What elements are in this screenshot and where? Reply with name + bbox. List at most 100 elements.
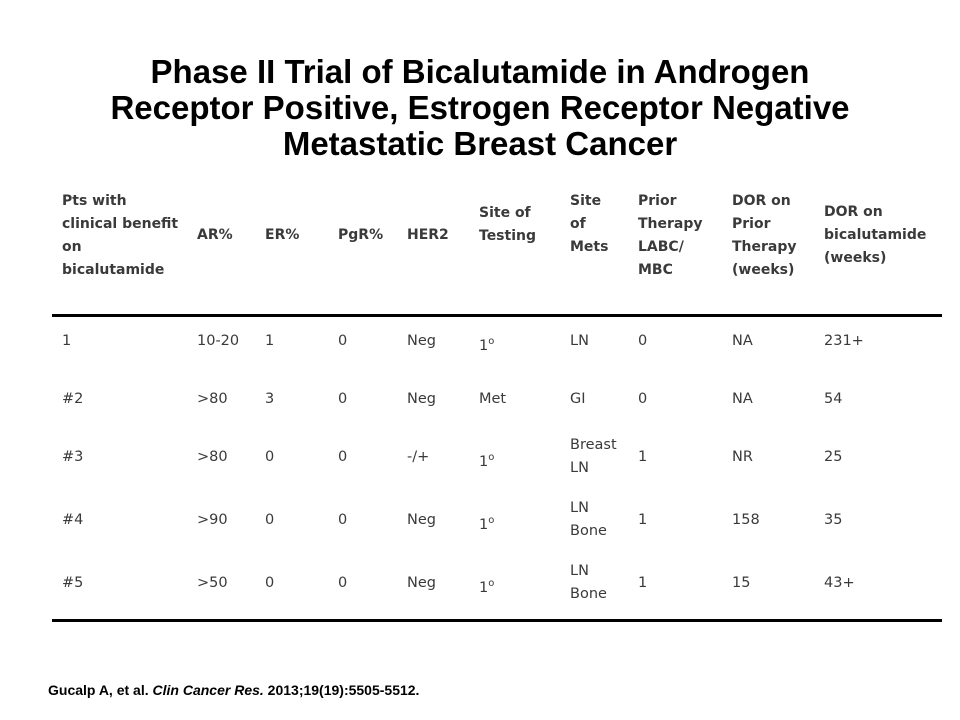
header-line: ER% — [265, 227, 300, 243]
table-cell-mets: LN Bone — [570, 497, 607, 543]
table-cell-dor-prior: NA — [732, 391, 753, 407]
table-cell-mets: GI — [570, 388, 586, 411]
table-row: #5 >50 0 0 Neg 1o LN Bone 1 15 43+ — [52, 560, 942, 606]
table-cell-site: Met — [479, 388, 506, 411]
table-cell-prior: 0 — [638, 391, 648, 407]
table-header: Pts with clinical benefit on bicalutamide AR… — [52, 190, 942, 314]
table-cell-her2: Neg — [407, 391, 436, 407]
column-header: Prior Therapy LABC/MBC — [638, 190, 703, 282]
mets-line: Bone — [570, 523, 607, 539]
header-line: LABC/ — [638, 239, 684, 255]
table-cell-dor-bic: 25 — [824, 449, 843, 465]
bottom-rule — [52, 619, 942, 622]
site-value: 1 — [479, 337, 489, 354]
table-cell-ar: >90 — [197, 512, 228, 528]
header-line: bicalutamide — [62, 262, 165, 278]
header-line: Testing — [479, 228, 536, 244]
header-line: Therapy — [638, 216, 703, 232]
header-line: Therapy — [732, 239, 797, 255]
table-cell-er: 3 — [265, 391, 275, 407]
table-cell-er: 0 — [265, 512, 275, 528]
header-rule — [52, 314, 942, 317]
table-cell-ar: >50 — [197, 575, 228, 591]
table-cell-dor-bic: 35 — [824, 512, 843, 528]
mets-line: Breast — [570, 437, 617, 453]
header-line: Site of — [479, 205, 531, 221]
citation: Gucalp A, et al. Clin Cancer Res. 2013;1… — [48, 682, 419, 698]
table-cell-dor-bic: 54 — [824, 391, 843, 407]
table-cell-pt: #3 — [62, 449, 84, 465]
table-cell-site: 1o — [479, 330, 494, 358]
header-line: DOR on — [824, 204, 883, 220]
table-cell-mets: LN Bone — [570, 560, 607, 606]
column-header: AR% — [197, 224, 233, 247]
header-line: PgR% — [338, 227, 384, 243]
table-cell-mets: LN — [570, 330, 589, 353]
column-header: HER2 — [407, 224, 449, 247]
header-line: Mets — [570, 239, 609, 255]
title-line: Receptor Positive, Estrogen Receptor Neg… — [110, 89, 850, 126]
table-cell-pt: #4 — [62, 512, 84, 528]
citation-journal: Clin Cancer Res. — [152, 682, 264, 698]
header-line: Site — [570, 193, 602, 209]
header-line: of — [570, 216, 586, 232]
header-line: on — [62, 239, 82, 255]
table-cell-pgr: 0 — [338, 333, 348, 349]
site-superscript: o — [488, 515, 495, 526]
table-cell-pgr: 0 — [338, 391, 348, 407]
table-cell-site: 1o — [479, 509, 494, 537]
column-header: Site of Mets — [570, 190, 608, 259]
citation-authors: Gucalp A, et al. — [48, 682, 149, 698]
column-header: DOR on bicalutamide (weeks) — [824, 201, 926, 270]
mets-line: LN — [570, 333, 589, 349]
site-value: 1 — [479, 516, 489, 533]
citation-ref: 2013;19(19):5505-5512. — [267, 682, 420, 698]
table-cell-er: 1 — [265, 333, 275, 349]
table-cell-dor-bic: 231+ — [824, 333, 864, 349]
table-cell-dor-prior: NA — [732, 333, 753, 349]
title-line: Phase II Trial of Bicalutamide in Androg… — [150, 53, 810, 90]
table-cell-pt: 1 — [62, 333, 72, 349]
header-line: Prior — [638, 193, 677, 209]
header-line: bicalutamide — [824, 227, 927, 243]
site-superscript: o — [488, 452, 495, 463]
table-cell-prior: 1 — [638, 449, 648, 465]
mets-line: LN — [570, 500, 589, 516]
column-header: ER% — [265, 224, 299, 247]
site-value: 1 — [479, 453, 489, 470]
table-cell-pt: #2 — [62, 391, 84, 407]
header-line: (weeks) — [824, 250, 887, 266]
mets-line: LN — [570, 460, 589, 476]
site-value: 1 — [479, 579, 489, 596]
table-row: 1 10-20 1 0 Neg 1o LN 0 NA 231+ — [52, 318, 942, 364]
table-cell-dor-bic: 43+ — [824, 575, 855, 591]
table-cell-her2: -/+ — [407, 449, 430, 465]
mets-line: Bone — [570, 586, 607, 602]
table-cell-ar: >80 — [197, 391, 228, 407]
header-line: (weeks) — [732, 262, 795, 278]
table-cell-dor-prior: 158 — [732, 512, 760, 528]
table-row: #3 >80 0 0 -/+ 1o Breast LN 1 NR 25 — [52, 434, 942, 480]
table-cell-her2: Neg — [407, 575, 436, 591]
column-header: PgR% — [338, 224, 383, 247]
table-cell-prior: 1 — [638, 512, 648, 528]
table-cell-pgr: 0 — [338, 449, 348, 465]
header-line: HER2 — [407, 227, 449, 243]
column-header: Site of Testing — [479, 202, 536, 248]
table-cell-er: 0 — [265, 575, 275, 591]
column-header: Pts with clinical benefit on bicalutamide — [62, 190, 178, 282]
table-cell-her2: Neg — [407, 512, 436, 528]
table-cell-site: 1o — [479, 572, 494, 600]
table-cell-prior: 1 — [638, 575, 648, 591]
header-line: Pts with — [62, 193, 127, 209]
site-superscript: o — [488, 578, 495, 589]
table-cell-pt: #5 — [62, 575, 84, 591]
header-line: clinical benefit — [62, 216, 179, 232]
table-cell-pgr: 0 — [338, 575, 348, 591]
title-line: Metastatic Breast Cancer — [282, 125, 678, 162]
table-cell-mets: Breast LN — [570, 434, 617, 480]
mets-line: GI — [570, 391, 586, 407]
site-superscript: o — [488, 336, 495, 347]
table-cell-her2: Neg — [407, 333, 436, 349]
column-header: DOR on Prior Therapy (weeks) — [732, 190, 797, 282]
